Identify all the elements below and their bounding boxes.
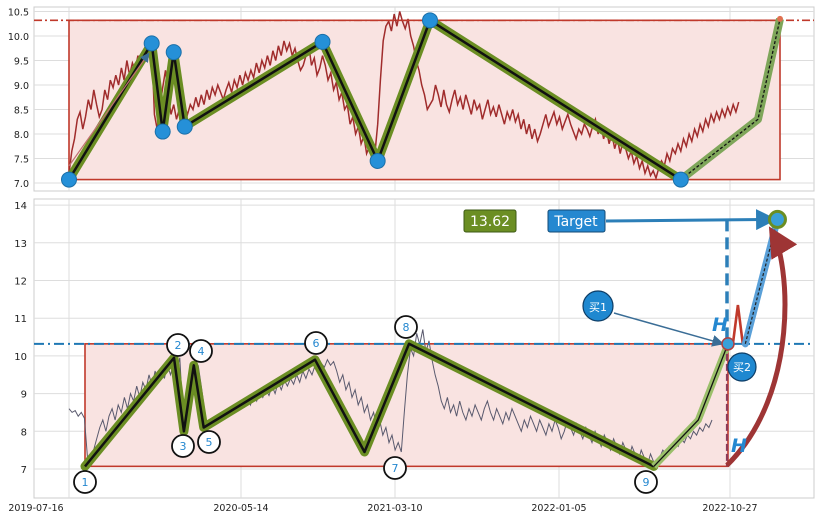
top-pivot-point: [369, 152, 386, 169]
bottom-y-tick-label: 8: [21, 427, 27, 438]
top-price-panel: 7.0 7.5 8.0 8.5 9.0 9.5 10.0 10.5: [8, 6, 815, 192]
bottom-x-tick-label: 2021-03-10: [367, 503, 422, 514]
top-pivot-point: [154, 123, 171, 140]
target-badge-box: [547, 209, 606, 233]
bottom-pivot-label: 1: [82, 476, 89, 489]
top-y-tick-label: 8.0: [14, 130, 29, 141]
value-badge-box: [463, 209, 517, 233]
target-point: [767, 209, 787, 229]
bottom-pivot-marker: [394, 315, 418, 339]
bottom-pivot-label: 9: [643, 476, 650, 489]
bottom-pivot-marker: [73, 470, 97, 494]
top-pivot-point: [176, 118, 193, 135]
top-y-tick-label: 9.5: [14, 57, 29, 68]
buy2-bubble-circle: [727, 352, 757, 382]
target-curve-arrow: [725, 226, 798, 468]
buy1-bubble: 买1: [582, 290, 614, 322]
bottom-x-tick-label: 2022-01-05: [531, 503, 586, 514]
buy1-point: [721, 337, 735, 351]
bottom-pivot-label: 4: [198, 345, 205, 358]
bottom-pivot-marker: [166, 333, 190, 357]
breakout-spike: [731, 304, 745, 344]
height-marker-lower: H: [731, 435, 747, 457]
target-label: Target: [553, 214, 598, 230]
bottom-pivot-marker: [189, 339, 213, 363]
bottom-y-tick-label: 13: [14, 239, 27, 250]
bottom-projection-line: [653, 343, 729, 467]
bottom-pivot-label: 5: [206, 436, 213, 449]
bottom-y-tick-label: 9: [21, 390, 27, 401]
bottom-y-tick-label: 10: [14, 352, 27, 363]
top-pivot-point: [165, 44, 182, 61]
bottom-y-tick-label: 7: [21, 465, 27, 476]
buy1-pointer-arrow: [613, 312, 725, 347]
buy2-bubble: 买2: [727, 352, 757, 382]
bottom-pivot-label: 3: [180, 440, 187, 453]
top-y-tick-label: 8.5: [14, 106, 29, 117]
bottom-pivot-label: 8: [403, 321, 410, 334]
top-projection-line: [680, 18, 781, 181]
top-trend-arrow: [68, 52, 150, 167]
buy2-label: 买2: [733, 361, 751, 374]
top-y-tick-label: 7.0: [14, 179, 29, 190]
top-projection-end-dot: [777, 15, 783, 22]
top-pivot-point: [61, 171, 77, 188]
target-value-label: 13.62: [470, 214, 510, 230]
buy1-label: 买1: [589, 301, 607, 314]
top-pivot-point: [422, 12, 439, 29]
top-pivot-point: [672, 171, 689, 188]
bottom-y-tick-label: 12: [14, 277, 27, 288]
bottom-pivot-label: 7: [392, 462, 399, 475]
bottom-x-tick-label: 2019-07-16: [8, 503, 63, 514]
bottom-x-tick-label: 2022-10-27: [702, 503, 757, 514]
top-y-tick-label: 7.5: [14, 155, 29, 166]
buy1-bubble-circle: [582, 290, 614, 322]
bottom-y-tick-label: 14: [14, 201, 27, 212]
bottom-pivot-label: 2: [175, 339, 182, 352]
bottom-x-tick-label: 2020-05-14: [213, 503, 268, 514]
bottom-pivot-marker: [383, 456, 407, 480]
bottom-pivot-marker: [304, 331, 328, 355]
bottom-pivot-marker: [171, 434, 195, 458]
bottom-y-tick-label: 11: [14, 314, 27, 325]
top-pivot-point: [314, 33, 331, 50]
target-badge: Target: [547, 209, 606, 233]
target-arrow: [605, 209, 778, 231]
bottom-pivot-line: [84, 342, 655, 468]
bottom-pivot-marker: [634, 470, 658, 494]
height-marker-upper: H: [712, 314, 728, 336]
top-y-tick-label: 9.0: [14, 81, 29, 92]
top-y-tick-label: 10.0: [8, 32, 29, 43]
bottom-pivot-label: 6: [313, 337, 320, 350]
top-pivot-point: [143, 35, 160, 52]
top-y-tick-label: 10.5: [8, 8, 29, 19]
bottom-pivot-marker: [197, 430, 221, 454]
value-badge: 13.62: [463, 209, 517, 233]
